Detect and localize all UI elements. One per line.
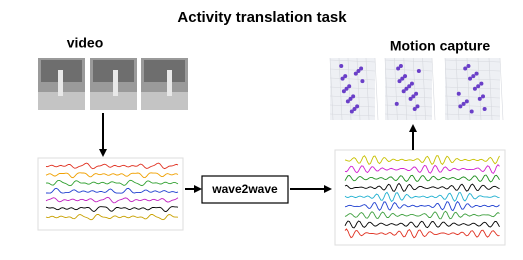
mocap-marker — [463, 67, 467, 71]
title: Activity translation task — [177, 9, 347, 26]
mocap-marker — [479, 82, 483, 86]
mocap-marker — [478, 97, 482, 101]
mocap-marker — [341, 77, 345, 81]
mocap-frame — [385, 58, 435, 120]
mocap-marker — [466, 64, 470, 68]
mocap-marker — [475, 72, 479, 76]
mocap-marker — [346, 99, 350, 103]
mocap-marker — [413, 107, 417, 111]
mocap-marker — [457, 92, 461, 96]
mocap-marker — [398, 79, 402, 83]
diagram: Activity translation task video Motion c… — [0, 0, 523, 260]
video-frames — [38, 58, 188, 110]
mocap-marker — [417, 69, 421, 73]
mocap-marker — [402, 89, 406, 93]
mocap-marker — [354, 72, 358, 76]
mocap-marker — [342, 89, 346, 93]
mocap-frame — [330, 58, 378, 120]
mocap-marker — [458, 104, 462, 108]
frame-person — [58, 70, 63, 96]
mocap-marker — [339, 64, 343, 68]
mocap-marker — [483, 107, 487, 111]
mocap-marker — [395, 102, 399, 106]
frame-person — [113, 70, 118, 96]
mocap-label: Motion capture — [390, 38, 491, 54]
mocap-frame — [445, 58, 503, 120]
mocap-marker — [462, 102, 466, 106]
mocap-marker — [396, 67, 400, 71]
page: Activity translation task video Motion c… — [0, 0, 523, 260]
video-label: video — [67, 35, 104, 51]
mocap-frames — [330, 58, 503, 120]
mocap-marker — [473, 87, 477, 91]
mocap-marker — [360, 79, 364, 83]
mocap-marker — [476, 84, 480, 88]
frame-wall — [144, 60, 185, 82]
mocap-marker — [465, 99, 469, 103]
mocap-marker — [350, 109, 354, 113]
mocap-marker — [471, 74, 475, 78]
mocap-marker — [481, 94, 485, 98]
frame-person — [167, 70, 172, 96]
frame-floor — [141, 92, 188, 110]
mocap-marker — [409, 97, 413, 101]
mocap-marker — [470, 109, 474, 113]
wave2wave-label: wave2wave — [211, 182, 278, 196]
mocap-marker — [468, 77, 472, 81]
